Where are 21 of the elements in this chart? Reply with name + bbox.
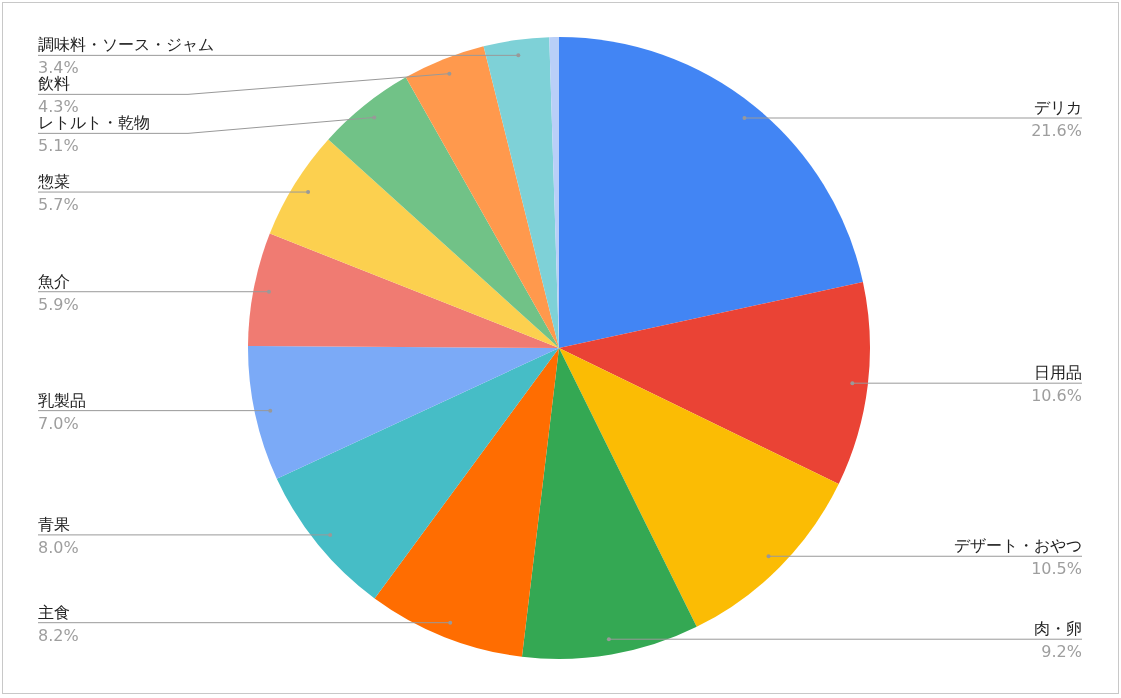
slice-label: 魚介: [38, 271, 70, 291]
slice-label: 飲料: [38, 74, 70, 94]
data-label: 8.2%: [38, 625, 79, 645]
data-label: 21.6%: [1031, 121, 1082, 140]
data-label: 5.7%: [38, 195, 79, 215]
slice-label: デリカ: [1034, 98, 1082, 117]
data-label: 10.6%: [1031, 386, 1082, 406]
slice-label: 調味料・ソース・ジャム: [38, 35, 214, 55]
slice-label: 主食: [38, 602, 70, 622]
data-label: 8.0%: [38, 537, 79, 557]
slice-label: 乳製品: [38, 390, 86, 410]
slice-label: 肉・卵: [1034, 619, 1082, 639]
data-label: 5.1%: [38, 136, 79, 156]
data-label: 7.0%: [38, 413, 79, 433]
data-label: 9.2%: [1041, 642, 1082, 662]
slice-label: 日用品: [1034, 363, 1082, 383]
data-label: 5.9%: [38, 294, 79, 314]
slice-label: デザート・おやつ: [954, 536, 1082, 556]
slice-label: 青果: [38, 514, 70, 534]
data-label: 10.5%: [1031, 559, 1082, 579]
slice-label: 惣菜: [37, 172, 70, 192]
